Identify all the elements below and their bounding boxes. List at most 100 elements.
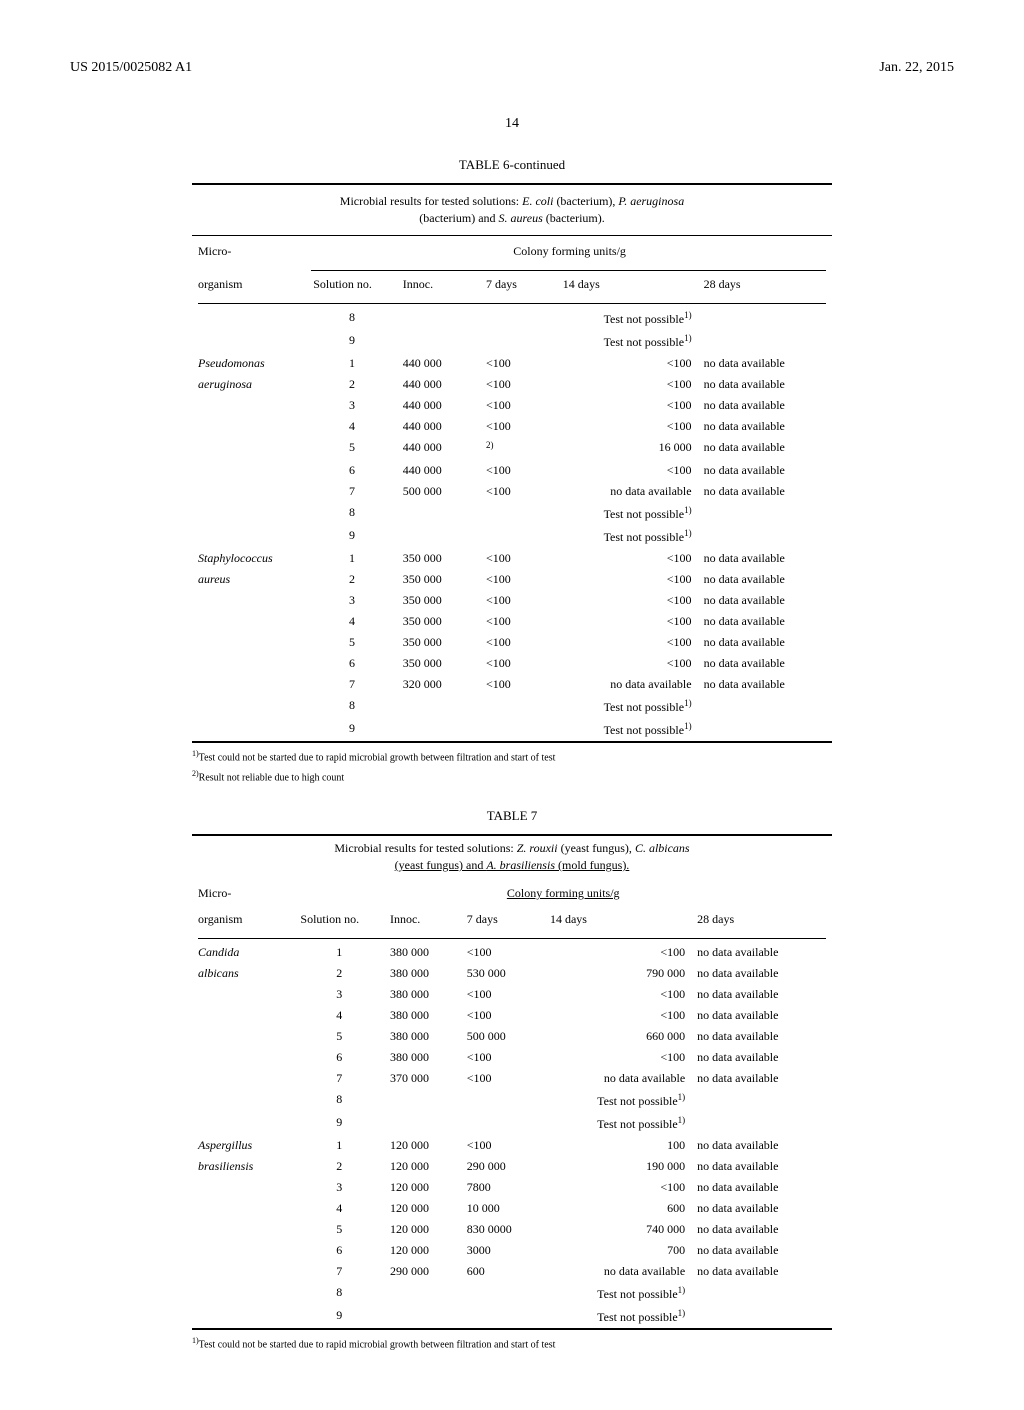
table-row: 9Test not possible1) — [192, 718, 832, 741]
table-cell: 8 — [307, 307, 397, 330]
table-row: 3440 000<100<100no data available — [192, 395, 832, 416]
table-cell: <100 — [480, 460, 557, 481]
table-cell: 2 — [294, 963, 384, 984]
table-cell: 3000 — [461, 1240, 544, 1261]
table-row: 9Test not possible1) — [192, 1112, 832, 1135]
table-cell: no data available — [698, 374, 832, 395]
table6: Micro- Colony forming units/g organism S… — [192, 236, 832, 741]
table-cell: 380 000 — [384, 963, 461, 984]
col-7d: 7 days — [480, 274, 557, 300]
t7-col-organism: organism — [192, 909, 294, 935]
table-cell — [698, 525, 832, 548]
table-row: 7370 000<100no data availableno data ava… — [192, 1068, 832, 1089]
t7-col-14d: 14 days — [544, 909, 691, 935]
table-cell: no data available — [698, 416, 832, 437]
table-cell: 9 — [307, 525, 397, 548]
doc-date: Jan. 22, 2015 — [879, 60, 954, 76]
table-row: 5120 000830 0000740 000no data available — [192, 1219, 832, 1240]
table-cell: no data available — [698, 437, 832, 460]
table-cell: <100 — [480, 674, 557, 695]
table-cell: 350 000 — [397, 590, 480, 611]
table-cell: 2 — [294, 1156, 384, 1177]
col-28d: 28 days — [698, 274, 832, 300]
table-cell: <100 — [480, 611, 557, 632]
table-cell: 600 — [461, 1261, 544, 1282]
table-row: 6120 0003000700no data available — [192, 1240, 832, 1261]
table-cell — [480, 307, 557, 330]
t7-col-7d: 7 days — [461, 909, 544, 935]
table-row: 4120 00010 000600no data available — [192, 1198, 832, 1219]
table-cell: 5 — [307, 632, 397, 653]
table-cell — [480, 502, 557, 525]
table-cell: 3 — [294, 984, 384, 1005]
table-cell: no data available — [698, 395, 832, 416]
table-cell: no data available — [691, 942, 832, 963]
table-cell: 500 000 — [461, 1026, 544, 1047]
table-cell: Test not possible1) — [544, 1305, 691, 1328]
table-cell: 7 — [307, 481, 397, 502]
organism-cell — [192, 460, 307, 481]
table-cell: 9 — [307, 718, 397, 741]
organism-cell — [192, 590, 307, 611]
t7-col-micro: Micro- — [192, 878, 294, 909]
col-innoc: Innoc. — [397, 274, 480, 300]
table7-footnote1: 1)Test could not be started due to rapid… — [192, 1336, 832, 1350]
table-cell: 16 000 — [557, 437, 698, 460]
table-row: 3120 0007800<100no data available — [192, 1177, 832, 1198]
table-cell: 380 000 — [384, 942, 461, 963]
table-row: 7320 000<100no data availableno data ava… — [192, 674, 832, 695]
table-cell: no data available — [698, 460, 832, 481]
table-cell: <100 — [557, 632, 698, 653]
table-cell — [461, 1112, 544, 1135]
table-cell: 500 000 — [397, 481, 480, 502]
col-micro: Micro- — [192, 236, 307, 267]
table-cell: Test not possible1) — [557, 695, 698, 718]
table-row: brasiliensis2120 000290 000190 000no dat… — [192, 1156, 832, 1177]
table-cell: 120 000 — [384, 1240, 461, 1261]
table-cell: 440 000 — [397, 460, 480, 481]
table-row: 5350 000<100<100no data available — [192, 632, 832, 653]
table-cell: 2) — [480, 437, 557, 460]
table-cell: 7 — [294, 1068, 384, 1089]
table-cell: 190 000 — [544, 1156, 691, 1177]
organism-cell — [192, 1089, 294, 1112]
table-cell: 120 000 — [384, 1156, 461, 1177]
table-row: 8 Test not possible1) — [192, 307, 832, 330]
organism-cell — [192, 611, 307, 632]
table-row: 4440 000<100<100no data available — [192, 416, 832, 437]
organism-cell — [192, 437, 307, 460]
organism-cell — [192, 1112, 294, 1135]
organism-cell — [192, 984, 294, 1005]
table-cell: 120 000 — [384, 1219, 461, 1240]
table-row: Aspergillus1120 000<100100no data availa… — [192, 1135, 832, 1156]
table-row: Candida1380 000<100<100no data available — [192, 942, 832, 963]
table-cell — [397, 718, 480, 741]
table-cell — [698, 330, 832, 353]
organism-cell — [192, 718, 307, 741]
table-cell: no data available — [691, 1198, 832, 1219]
table-row: 9Test not possible1) — [192, 525, 832, 548]
organism-cell — [192, 1047, 294, 1068]
organism-cell — [192, 330, 307, 353]
table-cell — [698, 502, 832, 525]
table-cell: no data available — [691, 984, 832, 1005]
table-cell: Test not possible1) — [557, 307, 698, 330]
table-cell: 120 000 — [384, 1177, 461, 1198]
table-cell — [691, 1089, 832, 1112]
table-cell: 2 — [307, 374, 397, 395]
table-cell: no data available — [691, 1219, 832, 1240]
table-cell: 5 — [307, 437, 397, 460]
table-cell: Test not possible1) — [557, 330, 698, 353]
table-cell: no data available — [698, 674, 832, 695]
organism-cell — [192, 307, 307, 330]
table6-caption: Microbial results for tested solutions: … — [192, 185, 832, 235]
table-cell: <100 — [557, 548, 698, 569]
table7: Micro- Colony forming units/g organism S… — [192, 878, 832, 1328]
table-row: aureus2350 000<100<100no data available — [192, 569, 832, 590]
table-cell: no data available — [691, 963, 832, 984]
table-cell: 1 — [294, 1135, 384, 1156]
table-cell: <100 — [480, 374, 557, 395]
organism-cell: albicans — [192, 963, 294, 984]
table-cell: <100 — [544, 984, 691, 1005]
table-cell: no data available — [691, 1135, 832, 1156]
